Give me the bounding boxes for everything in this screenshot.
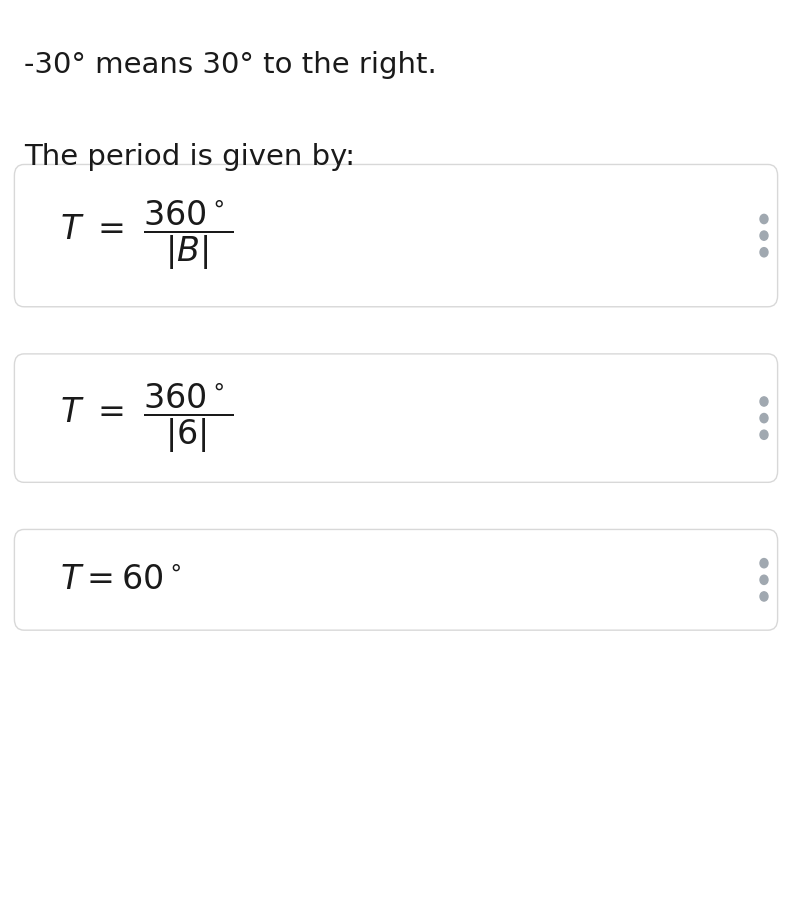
Text: -30° means 30° to the right.: -30° means 30° to the right. [24, 51, 437, 79]
Circle shape [760, 248, 768, 257]
Circle shape [760, 431, 768, 440]
Text: The period is given by:: The period is given by: [24, 143, 355, 171]
Circle shape [760, 397, 768, 407]
Circle shape [760, 214, 768, 224]
Text: $T = 60^\circ$: $T = 60^\circ$ [60, 564, 182, 596]
Text: $T\ =\ \dfrac{360^\circ}{|B|}$: $T\ =\ \dfrac{360^\circ}{|B|}$ [60, 199, 234, 273]
Circle shape [760, 592, 768, 602]
Text: $T\ =\ \dfrac{360^\circ}{|6|}$: $T\ =\ \dfrac{360^\circ}{|6|}$ [60, 382, 234, 455]
Circle shape [760, 558, 768, 567]
FancyBboxPatch shape [14, 354, 778, 482]
Circle shape [760, 575, 768, 585]
Circle shape [760, 231, 768, 240]
FancyBboxPatch shape [14, 164, 778, 307]
FancyBboxPatch shape [14, 529, 778, 630]
Circle shape [760, 414, 768, 423]
